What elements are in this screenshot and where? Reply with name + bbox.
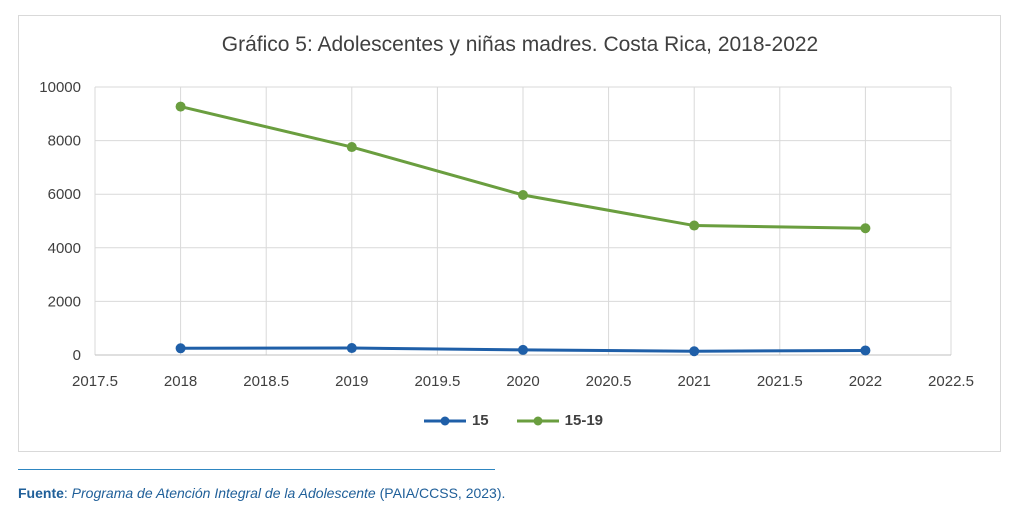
x-tick-label: 2019 — [335, 373, 368, 390]
x-tick-label: 2018.5 — [243, 373, 289, 390]
legend-label-15-19: 15-19 — [564, 412, 604, 429]
source-separator: : — [63, 485, 72, 501]
data-point-15-19[interactable] — [689, 220, 700, 231]
x-tick-label: 2022.5 — [928, 373, 974, 390]
x-tick-label: 2021.5 — [757, 373, 803, 390]
x-tick-label: 2019.5 — [414, 373, 460, 390]
source-rest: (PAIA/CCSS, 2023). — [375, 485, 506, 501]
legend-swatch-15 — [423, 416, 466, 425]
data-point-15[interactable] — [689, 346, 700, 357]
y-tick-label: 0 — [73, 347, 81, 364]
data-point-15[interactable] — [346, 343, 357, 354]
y-tick-label: 8000 — [48, 133, 81, 150]
y-tick-label: 2000 — [48, 293, 81, 310]
x-tick-label: 2018 — [164, 373, 197, 390]
legend: 15 15-19 — [0, 412, 1025, 429]
data-point-15-19[interactable] — [175, 101, 186, 112]
x-tick-label: 2017.5 — [72, 373, 118, 390]
data-point-15[interactable] — [860, 345, 871, 356]
grid-lines — [95, 86, 952, 355]
x-tick-labels: 2017.5 2018 2018.5 2019 2019.5 2020 2020.5 2021… — [72, 373, 974, 390]
chart-frame — [18, 15, 1001, 452]
data-point-15[interactable] — [175, 343, 186, 354]
data-point-15-19[interactable] — [860, 223, 871, 234]
chart-title: Gráfico 5: Adolescentes y niñas madres. … — [221, 33, 819, 56]
legend-label-15: 15 — [471, 412, 489, 429]
legend-swatch-15-19 — [516, 416, 559, 425]
x-tick-label: 2021 — [678, 373, 711, 390]
x-tick-label: 2020.5 — [586, 373, 632, 390]
data-point-15-19[interactable] — [346, 142, 357, 153]
legend-item-15-19[interactable]: 15-19 — [515, 412, 603, 429]
series-group — [175, 101, 871, 357]
y-tick-label: 6000 — [48, 186, 81, 203]
source-label: Fuente — [18, 485, 64, 501]
data-point-15[interactable] — [518, 344, 528, 355]
footer-divider — [18, 469, 495, 470]
source-note: Fuente: Programa de Atención Integral de… — [18, 485, 505, 501]
x-tick-label: 2020 — [506, 373, 539, 390]
data-point-15-19[interactable] — [518, 190, 528, 201]
y-tick-labels: 0 2000 4000 6000 8000 10000 — [39, 79, 81, 364]
x-tick-label: 2022 — [849, 373, 882, 390]
legend-item-15[interactable]: 15 — [422, 412, 489, 429]
y-tick-label: 10000 — [39, 79, 81, 96]
source-italic: Programa de Atención Integral de la Adol… — [71, 485, 376, 501]
y-tick-label: 4000 — [48, 240, 81, 257]
axes — [94, 87, 951, 356]
